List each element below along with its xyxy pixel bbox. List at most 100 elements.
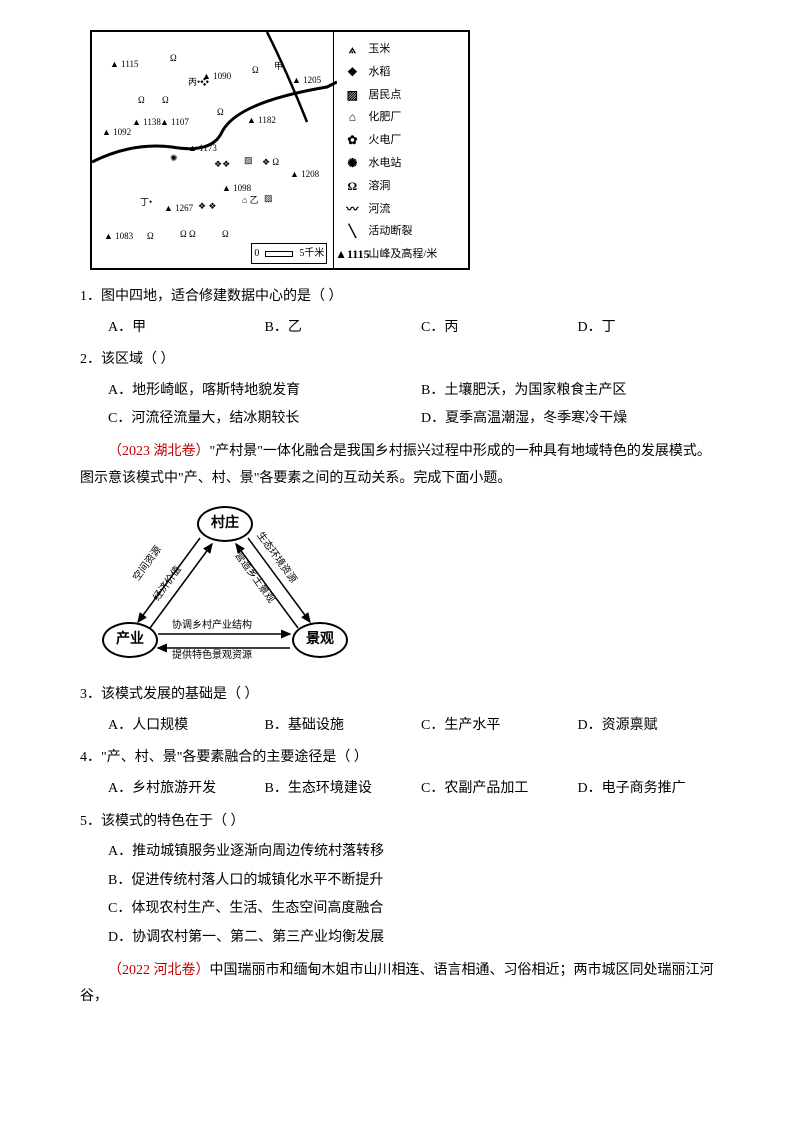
map-point: ❖❖ bbox=[214, 156, 230, 173]
q2-opt-b: B．土壤肥沃，为国家粮食主产区 bbox=[421, 378, 734, 405]
q2-opt-d: D．夏季高温潮湿，冬季寒冷干燥 bbox=[421, 406, 734, 433]
legend-label: 河流 bbox=[368, 199, 390, 220]
question-4: 4．"产、村、景"各要素融合的主要途径是（ ） bbox=[80, 745, 734, 772]
legend-icon: ▲1115 bbox=[342, 243, 362, 266]
map-point: ❖ Ω bbox=[262, 154, 279, 171]
q2-opt-a: A．地形崎岖，喀斯特地貌发育 bbox=[108, 378, 421, 405]
q3-opt-c: C．生产水平 bbox=[421, 713, 578, 740]
passage2-source: （2023 湖北卷） bbox=[108, 444, 210, 459]
question-5: 5．该模式的特色在于（ ） bbox=[80, 809, 734, 836]
map-legend: ⟑玉米❖水稻▨居民点⌂化肥厂✿火电厂✺水电站Ω溶洞〰河流╲活动断裂▲1115山峰… bbox=[334, 32, 468, 268]
legend-icon: ✿ bbox=[342, 129, 362, 152]
map-area: 0 5千米 ▲ 1115Ω ▲ 1090丙•❖Ω 甲▲ 1205Ω Ω ▲ 10… bbox=[92, 32, 334, 268]
q1-text: 图中四地，适合修建数据中心的是（ ） bbox=[101, 289, 343, 304]
q4-text: "产、村、景"各要素融合的主要途径是（ ） bbox=[101, 750, 368, 765]
scale-bar: 0 5千米 bbox=[251, 243, 327, 264]
map-point: ▲ 1115 bbox=[110, 56, 139, 73]
passage-3: （2022 河北卷）中国瑞丽市和缅甸木姐市山川相连、语言相通、习俗相近；两市城区… bbox=[80, 958, 734, 1011]
q3-opt-a: A．人口规模 bbox=[108, 713, 265, 740]
legend-label: 化肥厂 bbox=[368, 107, 401, 128]
map-point: Ω bbox=[252, 62, 259, 79]
legend-label: 水稻 bbox=[368, 62, 390, 83]
map-point: Ω bbox=[170, 50, 177, 67]
q3-opt-d: D．资源禀赋 bbox=[578, 713, 735, 740]
map-point: ▲ 1092 bbox=[102, 124, 131, 141]
map-point: Ω bbox=[147, 228, 154, 245]
q1-opt-c: C．丙 bbox=[421, 315, 578, 342]
map-point: ▨ bbox=[264, 190, 273, 207]
map-point: ▲ 1083 bbox=[104, 228, 133, 245]
legend-icon: ⌂ bbox=[342, 106, 362, 129]
legend-label: 溶洞 bbox=[368, 176, 390, 197]
map-point: ▲ 1173 bbox=[188, 140, 217, 157]
map-point: 丁• bbox=[140, 194, 152, 211]
legend-icon: ✺ bbox=[342, 152, 362, 175]
map-point: Ω bbox=[162, 92, 169, 109]
q5-options: A．推动城镇服务业逐渐向周边传统村落转移 B．促进传统村落人口的城镇化水平不断提… bbox=[108, 839, 734, 953]
legend-row: ✺ 水电站 bbox=[342, 152, 464, 175]
q1-opt-d: D．丁 bbox=[578, 315, 735, 342]
figure-map: 0 5千米 ▲ 1115Ω ▲ 1090丙•❖Ω 甲▲ 1205Ω Ω ▲ 10… bbox=[90, 30, 470, 270]
legend-label: 火电厂 bbox=[368, 130, 401, 151]
q4-opt-c: C．农副产品加工 bbox=[421, 776, 578, 803]
scale-val: 5千米 bbox=[299, 244, 324, 263]
map-point: ▲ 1138 bbox=[132, 114, 161, 131]
edge-bt-dn: 提供特色景观资源 bbox=[172, 650, 252, 662]
q5-text: 该模式的特色在于（ ） bbox=[101, 814, 245, 829]
legend-icon: ▨ bbox=[342, 84, 362, 107]
scale-zero: 0 bbox=[254, 244, 259, 263]
q1-opt-b: B．乙 bbox=[265, 315, 422, 342]
q5-num: 5． bbox=[80, 814, 101, 829]
question-1: 1．图中四地，适合修建数据中心的是（ ） bbox=[80, 284, 734, 311]
map-point: Ω Ω bbox=[180, 226, 196, 243]
legend-icon: ❖ bbox=[342, 61, 362, 84]
map-point: ▲ 1267 bbox=[164, 200, 193, 217]
legend-row: 〰河流 bbox=[342, 198, 464, 221]
legend-icon: 〰 bbox=[342, 198, 362, 221]
node-industry: 产业 bbox=[102, 622, 158, 658]
passage2-text-a: "产村景"一体化融合是我国乡村振兴过程中形成的一种具有地域特色的发展模式。 bbox=[210, 444, 711, 459]
edge-bt-up: 协调乡村产业结构 bbox=[172, 620, 252, 632]
map-point: ▨ bbox=[244, 152, 253, 169]
node-landscape: 景观 bbox=[292, 622, 348, 658]
q2-num: 2． bbox=[80, 352, 101, 367]
map-point: ▲ 1182 bbox=[247, 112, 276, 129]
map-point: ▲ 1107 bbox=[160, 114, 189, 131]
passage-2: （2023 湖北卷）"产村景"一体化融合是我国乡村振兴过程中形成的一种具有地域特… bbox=[80, 439, 734, 466]
map-point: ▲ 1205 bbox=[292, 72, 321, 89]
q4-opt-a: A．乡村旅游开发 bbox=[108, 776, 265, 803]
q2-opt-c: C．河流径流量大，结冰期较长 bbox=[108, 406, 421, 433]
legend-label: 玉米 bbox=[368, 39, 390, 60]
map-point: ▲ 1208 bbox=[290, 166, 319, 183]
map-point: 甲 bbox=[274, 58, 283, 75]
q3-text: 该模式发展的基础是（ ） bbox=[101, 687, 259, 702]
passage2-text-b: 图示意该模式中"产、村、景"各要素之间的互动关系。完成下面小题。 bbox=[80, 466, 734, 493]
legend-row: ▲1115山峰及高程/米 bbox=[342, 243, 464, 266]
q4-options: A．乡村旅游开发 B．生态环境建设 C．农副产品加工 D．电子商务推广 bbox=[108, 776, 734, 803]
q4-opt-d: D．电子商务推广 bbox=[578, 776, 735, 803]
legend-row: ✿ 火电厂 bbox=[342, 129, 464, 152]
legend-row: ▨ 居民点 bbox=[342, 84, 464, 107]
q3-num: 3． bbox=[80, 687, 101, 702]
legend-label: 水电站 bbox=[368, 153, 401, 174]
q1-options: A．甲 B．乙 C．丙 D．丁 bbox=[108, 315, 734, 342]
q1-opt-a: A．甲 bbox=[108, 315, 265, 342]
q2-text: 该区域（ ） bbox=[101, 352, 175, 367]
q4-num: 4． bbox=[80, 750, 101, 765]
q5-opt-a: A．推动城镇服务业逐渐向周边传统村落转移 bbox=[108, 839, 734, 866]
legend-label: 居民点 bbox=[368, 85, 401, 106]
legend-icon: ⟑ bbox=[342, 38, 362, 61]
map-point: Ω bbox=[138, 92, 145, 109]
map-point: ⌂ 乙 bbox=[242, 192, 259, 209]
legend-row: ⌂ 化肥厂 bbox=[342, 106, 464, 129]
legend-label: 活动断裂 bbox=[368, 221, 412, 242]
map-point: Ω bbox=[217, 104, 224, 121]
legend-row: ⟑ 玉米 bbox=[342, 38, 464, 61]
legend-row: ╲活动断裂 bbox=[342, 220, 464, 243]
q5-opt-d: D．协调农村第一、第二、第三产业均衡发展 bbox=[108, 925, 734, 952]
figure-triangle: 村庄 产业 景观 空间资源 经济价值 生态环境资源 营造乡土景观 协调乡村产业结… bbox=[90, 500, 360, 670]
node-village: 村庄 bbox=[197, 506, 253, 542]
q3-options: A．人口规模 B．基础设施 C．生产水平 D．资源禀赋 bbox=[108, 713, 734, 740]
map-point: ❖ ❖ bbox=[198, 198, 216, 215]
q4-opt-b: B．生态环境建设 bbox=[265, 776, 422, 803]
